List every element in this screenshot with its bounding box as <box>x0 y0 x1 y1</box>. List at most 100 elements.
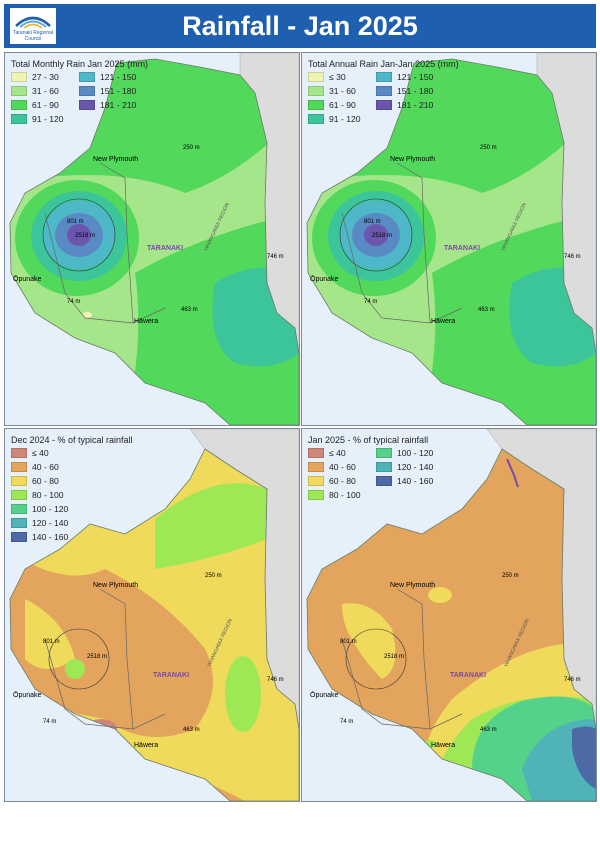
legend-label: 120 - 140 <box>32 518 69 528</box>
legend-item: 61 - 90 <box>308 100 372 110</box>
label-elev-463: 463 m <box>183 727 200 733</box>
label-elev-250: 250 m <box>183 145 200 151</box>
legend-item: 121 - 150 <box>79 72 143 82</box>
legend-title: Total Annual Rain Jan-Jan 2025 (mm) <box>308 59 459 69</box>
legend-item: ≤ 30 <box>308 72 372 82</box>
legend-label: 60 - 80 <box>32 476 59 486</box>
legend-swatch <box>308 448 324 458</box>
label-peak: 2518 m <box>372 233 392 239</box>
label-elev-746: 746 m <box>564 677 581 683</box>
legend-item: ≤ 40 <box>11 448 91 458</box>
label-hawera: Hāwera <box>431 742 455 749</box>
label-elev-74: 74 m <box>67 299 80 305</box>
legend-swatch <box>376 72 392 82</box>
label-peak: 2518 m <box>87 654 107 660</box>
legend-swatch <box>376 476 392 486</box>
legend-item: 80 - 100 <box>308 490 372 500</box>
monthly-rain-map: New Plymouth Ōpunake Hāwera TARANAKI WHA… <box>5 53 299 425</box>
label-opunake: Ōpunake <box>310 691 339 699</box>
legend-swatch <box>11 518 27 528</box>
legend-label: 100 - 120 <box>32 504 69 514</box>
map-panel-annual-rain: New Plymouth Ōpunake Hāwera TARANAKI WHA… <box>301 52 597 426</box>
legend-swatch <box>308 462 324 472</box>
label-elev-801: 801 m <box>67 219 84 225</box>
legend-swatch <box>11 100 27 110</box>
legend-label: 60 - 80 <box>329 476 356 486</box>
label-hawera: Hāwera <box>431 318 455 325</box>
map-panel-monthly-rain: New Plymouth Ōpunake Hāwera TARANAKI WHA… <box>4 52 300 426</box>
label-elev-250: 250 m <box>205 573 222 579</box>
legend-label: 151 - 180 <box>100 86 137 96</box>
legend-item: 40 - 60 <box>308 462 372 472</box>
legend-label: 181 - 210 <box>397 100 434 110</box>
label-peak: 2518 m <box>75 233 95 239</box>
label-new-plymouth: New Plymouth <box>93 156 138 163</box>
label-new-plymouth: New Plymouth <box>390 156 435 163</box>
legend-title: Jan 2025 - % of typical rainfall <box>308 435 429 445</box>
legend-item: 31 - 60 <box>308 86 372 96</box>
label-hawera: Hāwera <box>134 742 158 749</box>
map-panel-dec-percent: New Plymouth Ōpunake Hāwera TARANAKI WHA… <box>4 428 300 802</box>
legend-swatch <box>308 100 324 110</box>
label-elev-801: 801 m <box>364 219 381 225</box>
label-taranaki: TARANAKI <box>147 245 183 252</box>
legend-item: 151 - 180 <box>376 86 440 96</box>
legend-swatch <box>11 490 27 500</box>
label-elev-74: 74 m <box>43 719 56 725</box>
legend-item: 100 - 120 <box>376 448 440 458</box>
label-elev-74: 74 m <box>364 299 377 305</box>
legend-item: 181 - 210 <box>79 100 143 110</box>
legend-swatch <box>11 448 27 458</box>
label-new-plymouth: New Plymouth <box>93 582 138 589</box>
label-opunake: Ōpunake <box>310 275 339 283</box>
legend-label: 61 - 90 <box>32 100 59 110</box>
legend-item: 121 - 150 <box>376 72 440 82</box>
legend-label: 91 - 120 <box>329 114 361 124</box>
legend-item: 80 - 100 <box>11 490 91 500</box>
logo-text: Taranaki Regional Council <box>12 30 54 42</box>
label-elev-746: 746 m <box>564 254 581 260</box>
legend-item: 120 - 140 <box>11 518 91 528</box>
legend-swatch <box>11 532 27 542</box>
label-peak: 2518 m <box>384 654 404 660</box>
label-elev-801: 801 m <box>340 639 357 645</box>
legend-swatch <box>376 448 392 458</box>
label-taranaki: TARANAKI <box>444 245 480 252</box>
legend-label: 181 - 210 <box>100 100 137 110</box>
legend-label: ≤ 30 <box>329 72 346 82</box>
jan-percent-map: New Plymouth Ōpunake Hāwera TARANAKI WHA… <box>302 429 596 801</box>
legend-item: 31 - 60 <box>11 86 75 96</box>
legend-jan-percent: Jan 2025 - % of typical rainfall ≤ 40 10… <box>308 435 440 500</box>
legend-item: 61 - 90 <box>11 100 75 110</box>
legend-label: ≤ 40 <box>32 448 49 458</box>
legend-label: 40 - 60 <box>32 462 59 472</box>
label-elev-250: 250 m <box>502 573 519 579</box>
legend-swatch <box>308 476 324 486</box>
legend-swatch <box>308 490 324 500</box>
legend-item: 40 - 60 <box>11 462 91 472</box>
legend-label: 61 - 90 <box>329 100 356 110</box>
legend-label: 80 - 100 <box>329 490 361 500</box>
label-new-plymouth: New Plymouth <box>390 582 435 589</box>
label-elev-746: 746 m <box>267 254 284 260</box>
legend-item: 60 - 80 <box>11 476 91 486</box>
map-panel-jan-percent: New Plymouth Ōpunake Hāwera TARANAKI WHA… <box>301 428 597 802</box>
legend-item: 91 - 120 <box>11 114 75 124</box>
legend-label: 140 - 160 <box>32 532 69 542</box>
label-opunake: Ōpunake <box>13 275 42 283</box>
legend-item: 60 - 80 <box>308 476 372 486</box>
legend-label: 121 - 150 <box>397 72 434 82</box>
legend-swatch <box>308 72 324 82</box>
header-bar: Taranaki Regional Council Rainfall - Jan… <box>4 4 596 48</box>
legend-title: Total Monthly Rain Jan 2025 (mm) <box>11 59 149 69</box>
legend-swatch <box>79 100 95 110</box>
legend-swatch <box>376 462 392 472</box>
legend-swatch <box>11 72 27 82</box>
legend-item: 91 - 120 <box>308 114 372 124</box>
legend-dec-percent: Dec 2024 - % of typical rainfall ≤ 40 40… <box>11 435 133 542</box>
label-elev-801: 801 m <box>43 639 60 645</box>
legend-swatch <box>376 86 392 96</box>
legend-item: 100 - 120 <box>11 504 91 514</box>
legend-item: 120 - 140 <box>376 462 440 472</box>
legend-label: ≤ 40 <box>329 448 346 458</box>
